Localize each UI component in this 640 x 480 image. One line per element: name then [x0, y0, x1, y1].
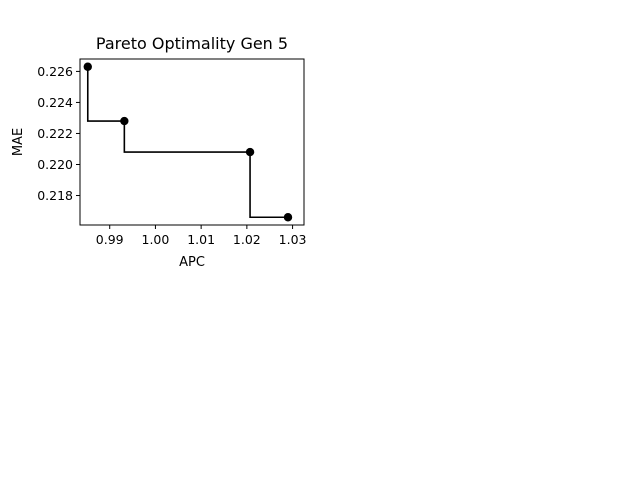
x-tick-label-4: 1.02	[233, 232, 261, 247]
y-tick-label-3: 0.222	[37, 126, 73, 141]
x-tick-label-5: 1.03	[279, 232, 307, 247]
chart-title: Pareto Optimality Gen 5	[96, 34, 288, 53]
axes-frame	[79, 58, 305, 226]
y-tick-label-1: 0.218	[37, 188, 73, 203]
x-tick-label-1: 0.99	[96, 232, 124, 247]
x-tick-label-2: 1.00	[142, 232, 170, 247]
plot-area	[79, 58, 305, 226]
data-point-4	[283, 213, 293, 222]
data-point-1	[83, 62, 92, 71]
y-tick-label-2: 0.220	[37, 157, 73, 172]
data-point-2	[120, 116, 129, 126]
y-tick-label-4: 0.224	[37, 95, 73, 110]
x-axis-label: APC	[179, 255, 205, 270]
x-tick-label-3: 1.01	[187, 232, 215, 247]
y-axis-label: MAE	[11, 128, 26, 156]
data-point-3	[245, 147, 255, 157]
pareto-step-line	[86, 66, 288, 219]
axis-ticks: 0.99 1.00 1.01 1.02 1.03 0.218 0.220 0.222 0.224…	[37, 64, 306, 247]
y-tick-label-5: 0.226	[37, 64, 73, 79]
